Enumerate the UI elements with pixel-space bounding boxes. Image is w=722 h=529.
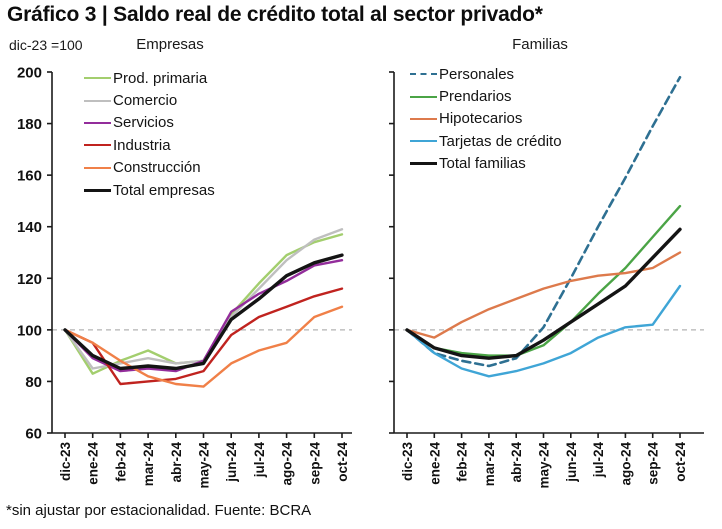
svg-text:140: 140 [17,219,42,236]
legend-line-sample [84,99,111,102]
svg-text:mar-24: mar-24 [141,442,156,487]
svg-text:may-24: may-24 [537,442,552,489]
legend-familias: Personales Prendarios Hipotecarios Tarje… [410,63,562,175]
svg-text:sep-24: sep-24 [307,442,322,485]
line-charts-canvas: 60 80 100 120 140 160 180 200 dic-23 ene-24 feb-24… [17,65,704,489]
legend-label: Servicios [113,114,174,132]
legend-label: Construcción [113,159,201,177]
legend-line-sample [410,73,437,76]
svg-text:160: 160 [17,168,42,185]
legend-item: Total empresas [84,179,215,201]
svg-text:jul-24: jul-24 [252,442,267,479]
legend-item: Prod. primaria [84,67,215,89]
svg-text:jun-24: jun-24 [564,442,579,483]
legend-label: Personales [439,65,515,83]
chart-title: Gráfico 3 | Saldo real de crédito total … [7,3,543,26]
legend-line-sample [410,140,437,143]
source-footnote: *sin ajustar por estacionalidad. Fuente:… [6,502,312,519]
legend-line-sample [84,144,111,147]
svg-text:100: 100 [17,322,42,339]
svg-text:sep-24: sep-24 [646,442,661,485]
panel-title-empresas: Empresas [136,36,204,53]
svg-text:oct-24: oct-24 [673,442,688,482]
svg-text:200: 200 [17,65,42,82]
legend-label: Comercio [113,92,178,110]
svg-text:feb-24: feb-24 [113,442,128,482]
legend-label: Tarjetas de crédito [439,132,562,150]
svg-text:60: 60 [25,426,42,443]
legend-item: Comercio [84,89,215,111]
legend-item: Total familias [410,153,562,175]
svg-text:ene-24: ene-24 [86,442,101,485]
legend-line-sample [84,188,111,192]
legend-item: Tarjetas de crédito [410,130,562,152]
svg-text:120: 120 [17,271,42,288]
legend-item: Industria [84,134,215,156]
legend-label: Industria [113,136,171,154]
legend-label: Total empresas [113,181,215,199]
legend-empresas: Prod. primaria Comercio Servicios Indust… [84,67,215,201]
svg-text:mar-24: mar-24 [482,442,497,487]
legend-line-sample [410,162,437,166]
legend-label: Prod. primaria [113,69,208,87]
legend-label: Total familias [439,155,526,173]
legend-item: Construcción [84,157,215,179]
index-base-note: dic-23 =100 [9,37,83,53]
legend-label: Prendarios [439,88,512,106]
svg-text:ago-24: ago-24 [280,442,295,486]
legend-item: Prendarios [410,85,562,107]
legend-line-sample [84,77,111,80]
svg-text:abr-24: abr-24 [169,442,184,483]
legend-label: Hipotecarios [439,110,523,128]
svg-text:ago-24: ago-24 [618,442,633,486]
svg-text:180: 180 [17,116,42,133]
legend-line-sample [84,166,111,169]
legend-line-sample [84,121,111,124]
legend-line-sample [410,95,437,98]
svg-text:feb-24: feb-24 [455,442,470,482]
svg-text:dic-23: dic-23 [400,442,415,482]
legend-item: Hipotecarios [410,108,562,130]
svg-text:oct-24: oct-24 [335,442,350,482]
svg-text:80: 80 [25,374,42,391]
svg-text:jul-24: jul-24 [591,442,606,479]
legend-line-sample [410,117,437,120]
svg-text:jun-24: jun-24 [224,442,239,483]
svg-text:may-24: may-24 [197,442,212,489]
legend-item: Personales [410,63,562,85]
svg-text:dic-23: dic-23 [58,442,73,482]
svg-text:abr-24: abr-24 [509,442,524,483]
svg-text:ene-24: ene-24 [427,442,442,485]
legend-item: Servicios [84,112,215,134]
panel-title-familias: Familias [512,36,568,53]
